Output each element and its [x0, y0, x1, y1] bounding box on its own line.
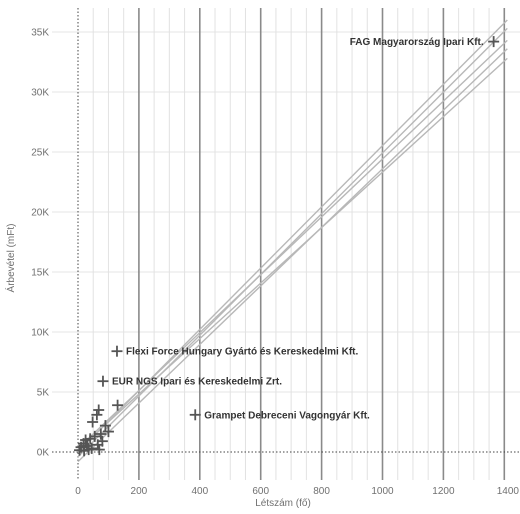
x-tick-label: 1400	[497, 486, 520, 497]
point-label: EUR NGS Ipari és Kereskedelmi Zrt.	[112, 377, 282, 388]
data-point	[89, 430, 101, 442]
data-point	[112, 399, 124, 411]
y-tick-label: 25K	[31, 148, 49, 159]
grid	[52, 8, 520, 480]
data-point	[84, 433, 96, 445]
point-labels: FAG Magyarország Ipari Kft. Flexi Force H…	[112, 37, 484, 421]
data-point	[93, 404, 105, 416]
data-point	[111, 345, 123, 357]
x-tick-label: 1200	[432, 486, 455, 497]
data-point	[93, 444, 105, 456]
x-tick-label: 600	[252, 486, 269, 497]
data-point	[102, 426, 114, 438]
point-label: FAG Magyarország Ipari Kft.	[350, 37, 484, 48]
y-tick-label: 0K	[37, 448, 50, 459]
data-point	[189, 409, 201, 421]
data-point	[96, 435, 108, 447]
data-point	[83, 444, 95, 456]
x-tick-label: 400	[191, 486, 208, 497]
trend-line	[77, 39, 508, 449]
data-point	[78, 445, 90, 457]
y-tick-label: 20K	[31, 208, 49, 219]
data-point	[99, 420, 111, 432]
x-tick-label: 1000	[371, 486, 394, 497]
point-label: Flexi Force Hungary Gyártó és Kereskedel…	[126, 347, 359, 358]
y-tick-label: 5K	[37, 388, 50, 399]
y-axis-title: Árbevétel (mFt)	[4, 224, 17, 293]
x-tick-label: 200	[131, 486, 148, 497]
data-point	[97, 375, 109, 387]
trend-line	[77, 57, 508, 451]
x-axis-title: Létszám (fő)	[255, 498, 311, 509]
x-tick-label: 800	[313, 486, 330, 497]
data-point	[91, 409, 103, 421]
y-tick-label: 15K	[31, 268, 49, 279]
data-point	[488, 36, 500, 48]
trend-line	[77, 27, 508, 458]
y-tick-label: 30K	[31, 88, 49, 99]
y-tick-label: 35K	[31, 28, 49, 39]
data-point	[87, 416, 99, 428]
trend-line	[77, 48, 508, 463]
point-label: Grampet Debreceni Vagongyár Kft.	[204, 410, 370, 421]
x-tick-label: 0	[75, 486, 81, 497]
data-point	[95, 428, 107, 440]
data-points	[74, 36, 500, 457]
trend-lines	[77, 19, 508, 463]
tick-labels: 0K 5K 10K 15K 20K 25K 30K 35K 0 200 400 600 800 1000 1…	[31, 28, 519, 498]
y-tick-label: 10K	[31, 328, 49, 339]
